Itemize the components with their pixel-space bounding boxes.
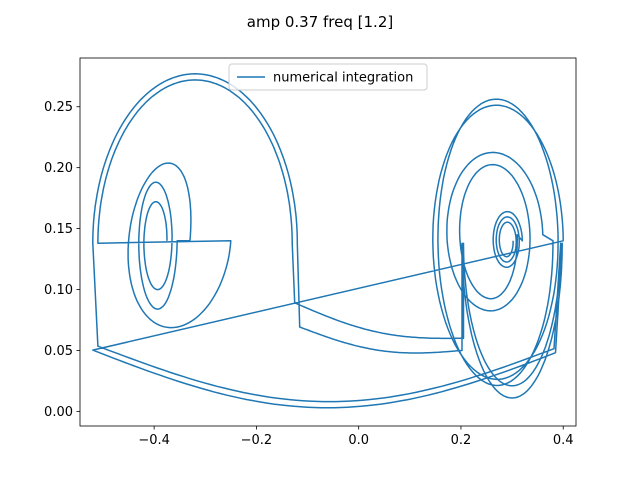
- series-numerical-integration: [92, 73, 564, 409]
- chart-title: amp 0.37 freq [1.2]: [247, 13, 393, 31]
- y-tick-label: 0.10: [44, 283, 73, 298]
- x-tick-label: −0.4: [138, 433, 170, 448]
- y-tick-label: 0.00: [44, 405, 73, 420]
- y-tick-label: 0.15: [44, 222, 73, 237]
- legend-label: numerical integration: [273, 71, 413, 86]
- plot-area: [92, 73, 564, 409]
- x-tick-label: −0.2: [241, 433, 273, 448]
- x-tick-label: 0.4: [553, 433, 574, 448]
- y-tick-label: 0.25: [44, 100, 73, 115]
- y-tick-label: 0.20: [44, 161, 73, 176]
- legend-box: [228, 63, 428, 91]
- x-tick-label: 0.0: [348, 433, 369, 448]
- trajectory-line: [92, 73, 564, 409]
- x-tick-label: 0.2: [451, 433, 472, 448]
- y-tick-label: 0.05: [44, 344, 73, 359]
- legend: numerical integration: [228, 63, 428, 91]
- axes-frame: [79, 57, 577, 427]
- axes: −0.4 −0.2 0.0 0.2 0.4 0.00 0.05 0.10 0.15 0.20 0.2…: [44, 57, 577, 448]
